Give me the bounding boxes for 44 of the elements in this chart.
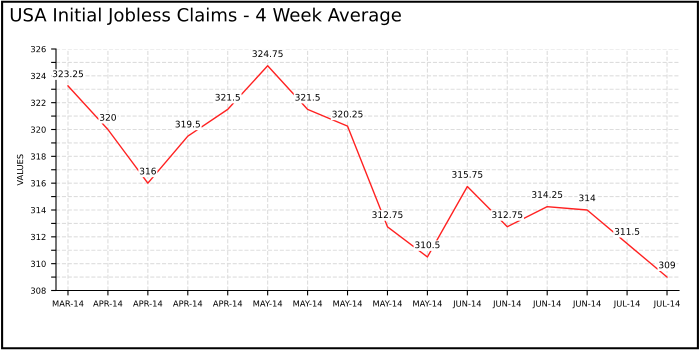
x-tick-label: JUN-14 — [572, 300, 601, 308]
x-tick-label: JUN-14 — [492, 300, 522, 308]
data-label: 321.5 — [295, 94, 320, 101]
y-tick-label: 322 — [31, 100, 46, 106]
y-tick-label: 326 — [31, 46, 46, 52]
data-label: 312.75 — [372, 211, 402, 218]
data-label: 323.25 — [52, 70, 83, 78]
chart-title: USA Initial Jobless Claims - 4 Week Average — [10, 8, 401, 26]
data-label: 321.5 — [215, 94, 240, 101]
y-tick-label: 308 — [31, 287, 46, 294]
x-tick-label: JUL-14 — [613, 300, 640, 308]
data-label: 310.5 — [415, 241, 440, 248]
y-tick-label: 312 — [31, 234, 46, 240]
data-label: 311.5 — [614, 228, 640, 235]
x-tick-label: MAY-14 — [254, 300, 282, 307]
y-axis-title: VALUES — [16, 154, 24, 186]
data-label: 314.25 — [532, 191, 562, 198]
x-tick-label: MAR-14 — [52, 300, 84, 307]
data-label: 309 — [659, 262, 675, 268]
data-label: 316 — [140, 168, 156, 174]
x-tick-label: APR-14 — [212, 300, 242, 307]
x-tick-label: JUN-14 — [532, 300, 561, 308]
x-tick-label: MAY-14 — [373, 300, 402, 307]
y-tick-label: 320 — [31, 126, 46, 133]
y-tick-label: 324 — [31, 72, 46, 80]
x-tick-label: JUL-14 — [653, 300, 680, 308]
x-tick-label: APR-14 — [133, 300, 162, 307]
data-label: 320 — [100, 114, 116, 121]
data-label: 320.25 — [332, 110, 363, 118]
y-tick-label: 318 — [31, 153, 46, 160]
data-label: 315.75 — [452, 171, 482, 178]
x-tick-label: APR-14 — [93, 300, 122, 307]
y-tick-label: 314 — [31, 206, 46, 214]
data-label: 324.75 — [252, 50, 283, 58]
x-tick-label: MAY-14 — [293, 300, 322, 307]
x-tick-label: JUN-14 — [452, 300, 482, 308]
x-tick-label: MAY-14 — [413, 300, 442, 307]
y-tick-label: 316 — [31, 180, 46, 186]
y-tick-label: 310 — [31, 260, 46, 267]
data-label: 319.5 — [176, 120, 200, 128]
data-label: 312.75 — [492, 211, 522, 218]
x-tick-label: MAY-14 — [333, 300, 362, 307]
x-tick-label: APR-14 — [172, 300, 202, 307]
data-label: 314 — [579, 194, 596, 202]
